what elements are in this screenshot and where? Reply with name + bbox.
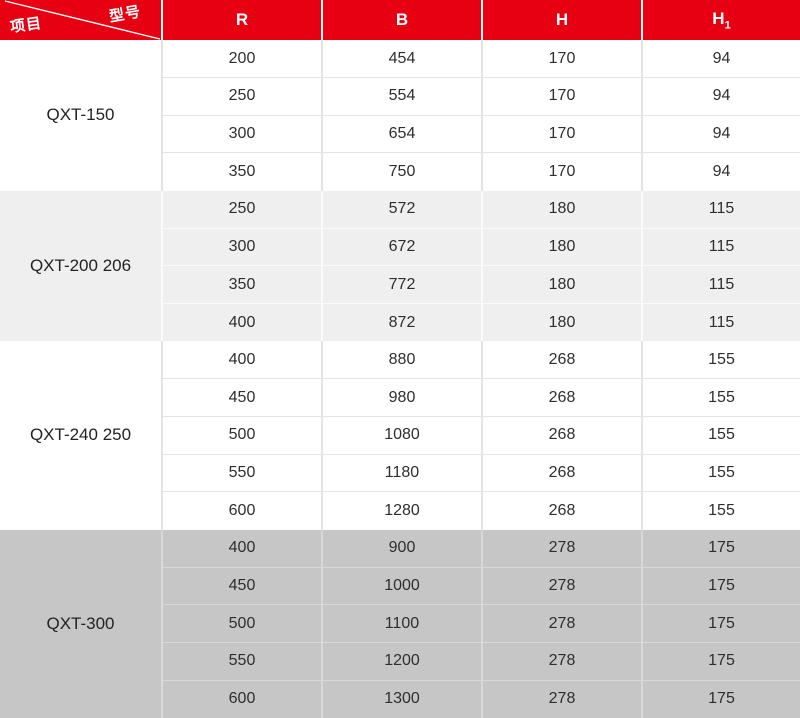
table-cell: 175 (641, 566, 800, 605)
table-cell: 872 (321, 303, 482, 342)
corner-header-cell: 型号 项目 (0, 0, 162, 40)
table-cell: 1080 (321, 416, 482, 455)
table-cell: 450 (161, 378, 322, 417)
table-cell: 155 (641, 416, 800, 455)
table-cell: 980 (321, 378, 482, 417)
table-cell: 180 (481, 227, 642, 266)
table-cell: 300 (161, 227, 322, 266)
table-cell: 350 (161, 152, 322, 191)
column-header-B: B (321, 0, 482, 40)
table-cell: 155 (641, 341, 800, 379)
table-cell: 94 (641, 152, 800, 191)
table-cell: 170 (481, 40, 642, 78)
table-cell: 115 (641, 303, 800, 342)
table-row: QXT-150 200 454 170 94 (0, 40, 800, 124)
table-cell: 554 (321, 77, 482, 116)
table-cell: 750 (321, 152, 482, 191)
table-cell: 175 (641, 642, 800, 681)
corner-label-item: 项目 (9, 14, 44, 37)
model-cell: QXT-200 206 (29, 255, 132, 275)
table-cell: 180 (481, 190, 642, 229)
table-cell: 94 (641, 40, 800, 78)
table-cell: 115 (641, 227, 800, 266)
table-cell: 175 (641, 604, 800, 643)
table-cell: 278 (481, 529, 642, 568)
table-cell: 600 (161, 491, 322, 530)
table-cell: 600 (161, 679, 322, 718)
table-cell: 672 (321, 227, 482, 266)
table-cell: 572 (321, 190, 482, 229)
table-cell: 400 (161, 529, 322, 568)
table-cell: 450 (161, 566, 322, 605)
table-cell: 278 (481, 604, 642, 643)
table-cell: 278 (481, 642, 642, 681)
table-cell: 350 (161, 265, 322, 304)
table-row: QXT-300 400 900 278 175 (0, 529, 800, 633)
table-cell: 500 (161, 416, 322, 455)
header-row: 型号 项目 R B H H1 (0, 0, 800, 40)
table-cell: 1000 (321, 566, 482, 605)
table-cell: 880 (321, 341, 482, 379)
table-cell: 400 (161, 303, 322, 342)
table-cell: 550 (161, 453, 322, 492)
table-cell: 772 (321, 265, 482, 304)
table-cell: 115 (641, 265, 800, 304)
table-cell: 268 (481, 341, 642, 379)
table-cell: 278 (481, 679, 642, 718)
table-cell: 94 (641, 114, 800, 153)
table-cell: 550 (161, 642, 322, 681)
table-cell: 200 (161, 40, 322, 78)
table-cell: 170 (481, 77, 642, 116)
table-cell: 250 (161, 190, 322, 229)
table-cell: 400 (161, 341, 322, 379)
table-cell: 1180 (321, 453, 482, 492)
model-cell: QXT-240 250 (29, 425, 132, 445)
table-cell: 155 (641, 378, 800, 417)
table-cell: 170 (481, 114, 642, 153)
table-row: 500 1080 268 155 (0, 416, 800, 455)
table-cell: 250 (161, 77, 322, 116)
table-cell: 175 (641, 529, 800, 568)
table-body: QXT-150 200 454 170 94 250 554 170 94 300 654 170 94… (0, 40, 800, 718)
table-cell: 155 (641, 491, 800, 530)
table-cell: 654 (321, 114, 482, 153)
table-header: 型号 项目 R B H H1 (0, 0, 800, 40)
table-cell: 180 (481, 303, 642, 342)
model-cell: QXT-150 (46, 105, 115, 125)
table-cell: 454 (321, 40, 482, 78)
table-row: QXT-240 250 400 880 268 155 (0, 341, 800, 444)
table-cell: 155 (641, 453, 800, 492)
table-cell: 300 (161, 114, 322, 153)
table-cell: 170 (481, 152, 642, 191)
table-cell: 175 (641, 679, 800, 718)
table-cell: 115 (641, 190, 800, 229)
table-cell: 180 (481, 265, 642, 304)
column-header-H: H (481, 0, 642, 40)
table-cell: 268 (481, 378, 642, 417)
table-row: QXT-200 206 250 572 180 115 (0, 190, 800, 275)
table-cell: 94 (641, 77, 800, 116)
table-cell: 1200 (321, 642, 482, 681)
column-header-R: R (161, 0, 322, 40)
diagonal-line (4, 0, 161, 40)
column-header-H1: H1 (641, 0, 800, 40)
table-cell: 900 (321, 529, 482, 568)
table-cell: 268 (481, 491, 642, 530)
model-cell: QXT-300 (46, 613, 115, 633)
table-cell: 500 (161, 604, 322, 643)
table-cell: 1280 (321, 491, 482, 530)
table-cell: 278 (481, 566, 642, 605)
table-cell: 1100 (321, 604, 482, 643)
table-cell: 268 (481, 416, 642, 455)
table-cell: 268 (481, 453, 642, 492)
table-cell: 1300 (321, 679, 482, 718)
